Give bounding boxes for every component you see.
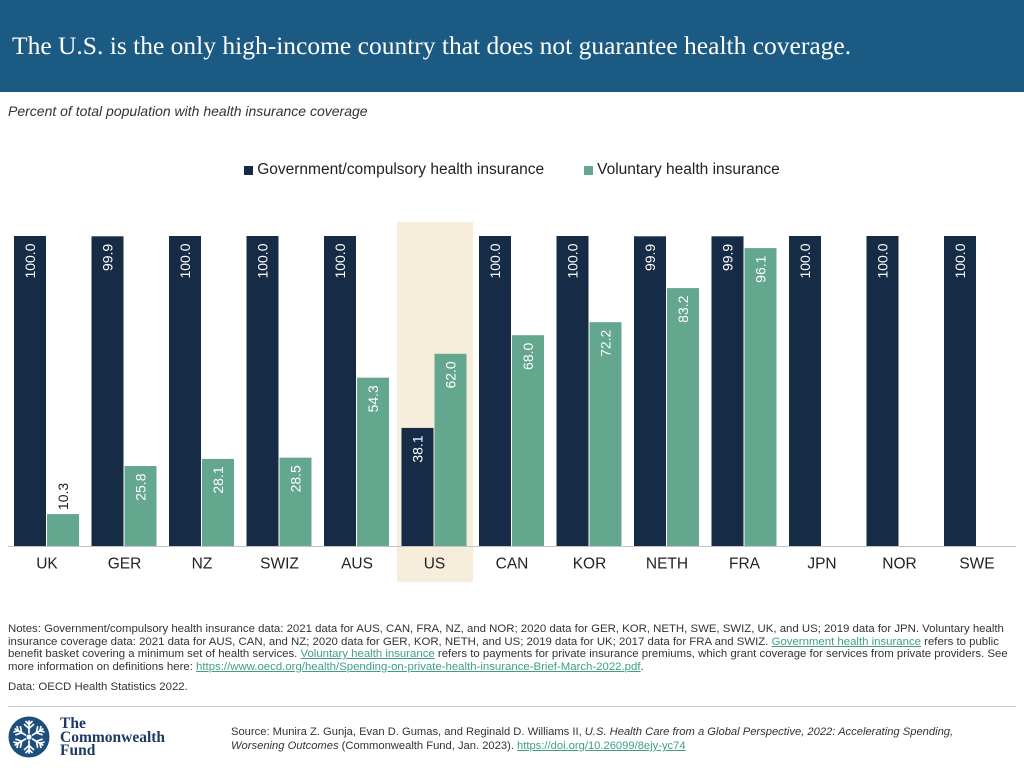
- bar-government-neth: [634, 236, 666, 546]
- chart-subtitle: Percent of total population with health …: [8, 103, 368, 119]
- value-label-government-swiz: 100.0: [255, 243, 271, 278]
- logo-line-fund: Fund: [60, 742, 96, 759]
- page-title: The U.S. is the only high-income country…: [12, 31, 852, 60]
- bar-government-us: [401, 427, 434, 546]
- legend-swatch-voluntary: [584, 165, 594, 175]
- government-health-insurance-link[interactable]: Government health insurance: [771, 635, 922, 648]
- bar-government-nor: [866, 236, 899, 546]
- chart-legend: Government/compulsory health insurance V…: [0, 161, 1024, 179]
- source-text-2: (Commonwealth Fund, Jan. 2023).: [338, 740, 518, 752]
- bar-government-jpn: [789, 236, 821, 546]
- notes-text-4: .: [640, 660, 644, 673]
- category-label-kor: KOR: [573, 556, 607, 573]
- logo-line-the: The: [60, 715, 86, 732]
- notes: Notes: Government/compulsory health insu…: [8, 623, 1016, 673]
- bar-voluntary-fra: [744, 248, 777, 546]
- value-label-voluntary-swiz: 28.5: [288, 465, 304, 492]
- category-label-jpn: JPN: [807, 556, 836, 573]
- category-label-uk: UK: [36, 556, 58, 573]
- category-label-ger: GER: [108, 556, 142, 573]
- value-label-government-can: 100.0: [487, 243, 503, 278]
- category-label-aus: AUS: [341, 556, 373, 573]
- source-text-1: Source: Munira Z. Gunja, Evan D. Gumas, …: [231, 726, 585, 738]
- value-label-voluntary-nz: 28.1: [210, 466, 226, 493]
- category-label-nor: NOR: [882, 556, 916, 573]
- value-label-government-us: 38.1: [410, 435, 426, 462]
- legend-label-voluntary: Voluntary health insurance: [597, 161, 780, 178]
- value-label-voluntary-fra: 96.1: [753, 255, 769, 282]
- value-label-government-nz: 100.0: [177, 243, 193, 278]
- value-label-government-nor: 100.0: [875, 243, 891, 278]
- bar-government-ger: [91, 236, 124, 546]
- category-label-fra: FRA: [729, 556, 761, 573]
- value-label-voluntary-uk: 10.3: [55, 483, 71, 510]
- value-label-government-jpn: 100.0: [797, 243, 813, 278]
- category-label-can: CAN: [496, 556, 529, 573]
- bar-government-nz: [169, 236, 201, 546]
- value-label-voluntary-aus: 54.3: [365, 385, 381, 412]
- bar-government-kor: [556, 236, 589, 546]
- notes-text-2: refers to public benefit basket covering…: [8, 635, 999, 661]
- bar-voluntary-neth: [667, 288, 699, 546]
- source-report-title: U.S. Health Care from a Global Perspecti…: [231, 726, 954, 752]
- source-citation: Source: Munira Z. Gunja, Evan D. Gumas, …: [231, 725, 1006, 753]
- bar-government-aus: [324, 236, 356, 546]
- category-label-us: US: [424, 556, 446, 573]
- bar-government-can: [479, 236, 511, 546]
- bar-government-uk: [14, 236, 46, 546]
- value-label-voluntary-ger: 25.8: [133, 473, 149, 500]
- legend-label-government: Government/compulsory health insurance: [257, 161, 545, 178]
- legend-swatch-government: [244, 165, 254, 175]
- bar-voluntary-uk: [47, 514, 79, 546]
- title-banner: The U.S. is the only high-income country…: [0, 0, 1024, 92]
- data-source: Data: OECD Health Statistics 2022.: [8, 681, 188, 693]
- logo-line-commonwealth: Commonwealth: [60, 728, 166, 746]
- value-label-government-kor: 100.0: [565, 243, 581, 278]
- value-label-government-uk: 100.0: [22, 243, 38, 278]
- value-label-government-swe: 100.0: [952, 243, 968, 278]
- value-label-government-neth: 99.9: [642, 244, 658, 271]
- value-label-government-ger: 99.9: [100, 244, 116, 271]
- bar-voluntary-ger: [124, 466, 157, 546]
- bar-voluntary-kor: [589, 322, 622, 546]
- oecd-definitions-link[interactable]: https://www.oecd.org/health/Spending-on-…: [196, 660, 641, 673]
- bar-voluntary-can: [512, 335, 544, 546]
- category-label-swe: SWE: [959, 556, 994, 573]
- value-label-voluntary-neth: 83.2: [675, 295, 691, 322]
- value-label-voluntary-us: 62.0: [443, 361, 459, 388]
- bar-voluntary-aus: [357, 377, 389, 546]
- bar-chart: 100.0 10.3 UK 99.9 25.8 GER 100.0 28.1 NZ 100.0 28…: [8, 222, 1016, 582]
- legend-item-government: Government/compulsory health insurance: [244, 161, 544, 179]
- value-label-voluntary-kor: 72.2: [598, 329, 614, 356]
- value-label-government-fra: 99.9: [720, 244, 736, 271]
- source-doi-link[interactable]: https://doi.org/10.26099/8ejy-yc74: [517, 740, 686, 752]
- notes-text-3: refers to payments for private insurance…: [8, 648, 1008, 673]
- category-label-neth: NETH: [646, 556, 688, 573]
- voluntary-health-insurance-link[interactable]: Voluntary health insurance: [300, 648, 435, 660]
- notes-text-1: Notes: Government/compulsory health insu…: [8, 623, 1004, 648]
- bar-voluntary-us: [434, 353, 467, 546]
- category-label-swiz: SWIZ: [260, 556, 299, 573]
- bar-government-swiz: [246, 236, 279, 546]
- value-label-government-aus: 100.0: [332, 243, 348, 278]
- bar-voluntary-nz: [202, 458, 234, 546]
- bar-voluntary-swiz: [279, 457, 312, 546]
- commonwealth-fund-logo: The Commonwealth Fund: [60, 715, 166, 759]
- snowflake-icon: [8, 716, 50, 758]
- value-label-voluntary-can: 68.0: [520, 342, 536, 369]
- bar-government-fra: [711, 236, 744, 546]
- footer-divider: [8, 706, 1016, 707]
- category-label-nz: NZ: [192, 556, 213, 573]
- legend-item-voluntary: Voluntary health insurance: [584, 161, 780, 179]
- bar-government-swe: [944, 236, 976, 546]
